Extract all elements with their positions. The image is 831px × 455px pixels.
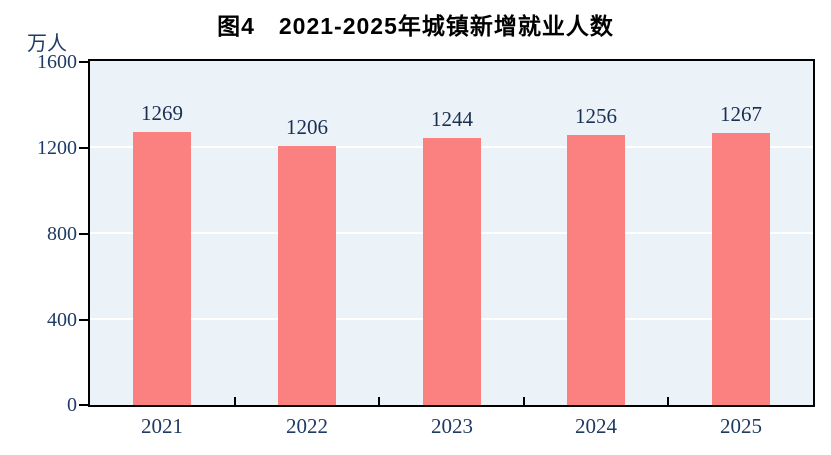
- x-tick-label-2025: 2025: [720, 414, 762, 438]
- bar-value-label-2022: 1206: [286, 115, 328, 139]
- y-tick-label-400: 400: [47, 309, 77, 331]
- chart-title: 图4 2021-2025年城镇新增就业人数: [217, 13, 614, 39]
- y-axis-tick-0: [79, 404, 88, 406]
- x-axis-separator-tick: [378, 397, 380, 405]
- bar-2025: [712, 133, 770, 405]
- y-axis-tick-1200: [79, 147, 88, 149]
- plot-area: [88, 59, 815, 407]
- bar-2021: [133, 132, 191, 405]
- y-axis-tick-400: [79, 319, 88, 321]
- bar-2023: [423, 138, 481, 405]
- x-axis-separator-tick: [523, 397, 525, 405]
- y-axis-tick-1600: [79, 61, 88, 63]
- plot-inner: [90, 61, 813, 405]
- bar-value-label-2025: 1267: [720, 102, 762, 126]
- y-tick-label-0: 0: [67, 394, 77, 416]
- x-tick-label-2023: 2023: [431, 414, 473, 438]
- x-tick-label-2024: 2024: [575, 414, 617, 438]
- x-tick-label-2022: 2022: [286, 414, 328, 438]
- y-tick-label-800: 800: [47, 223, 77, 245]
- x-axis-separator-tick: [667, 397, 669, 405]
- bar-value-label-2021: 1269: [141, 101, 183, 125]
- x-tick-label-2021: 2021: [141, 414, 183, 438]
- y-axis-unit-label: 万人: [27, 33, 67, 55]
- x-axis-separator-tick: [234, 397, 236, 405]
- y-tick-label-1200: 1200: [37, 137, 77, 159]
- bar-2024: [567, 135, 625, 405]
- bar-2022: [278, 146, 336, 405]
- y-axis-tick-800: [79, 233, 88, 235]
- bar-value-label-2024: 1256: [575, 104, 617, 128]
- bar-value-label-2023: 1244: [431, 107, 473, 131]
- y-tick-label-1600: 1600: [37, 51, 77, 73]
